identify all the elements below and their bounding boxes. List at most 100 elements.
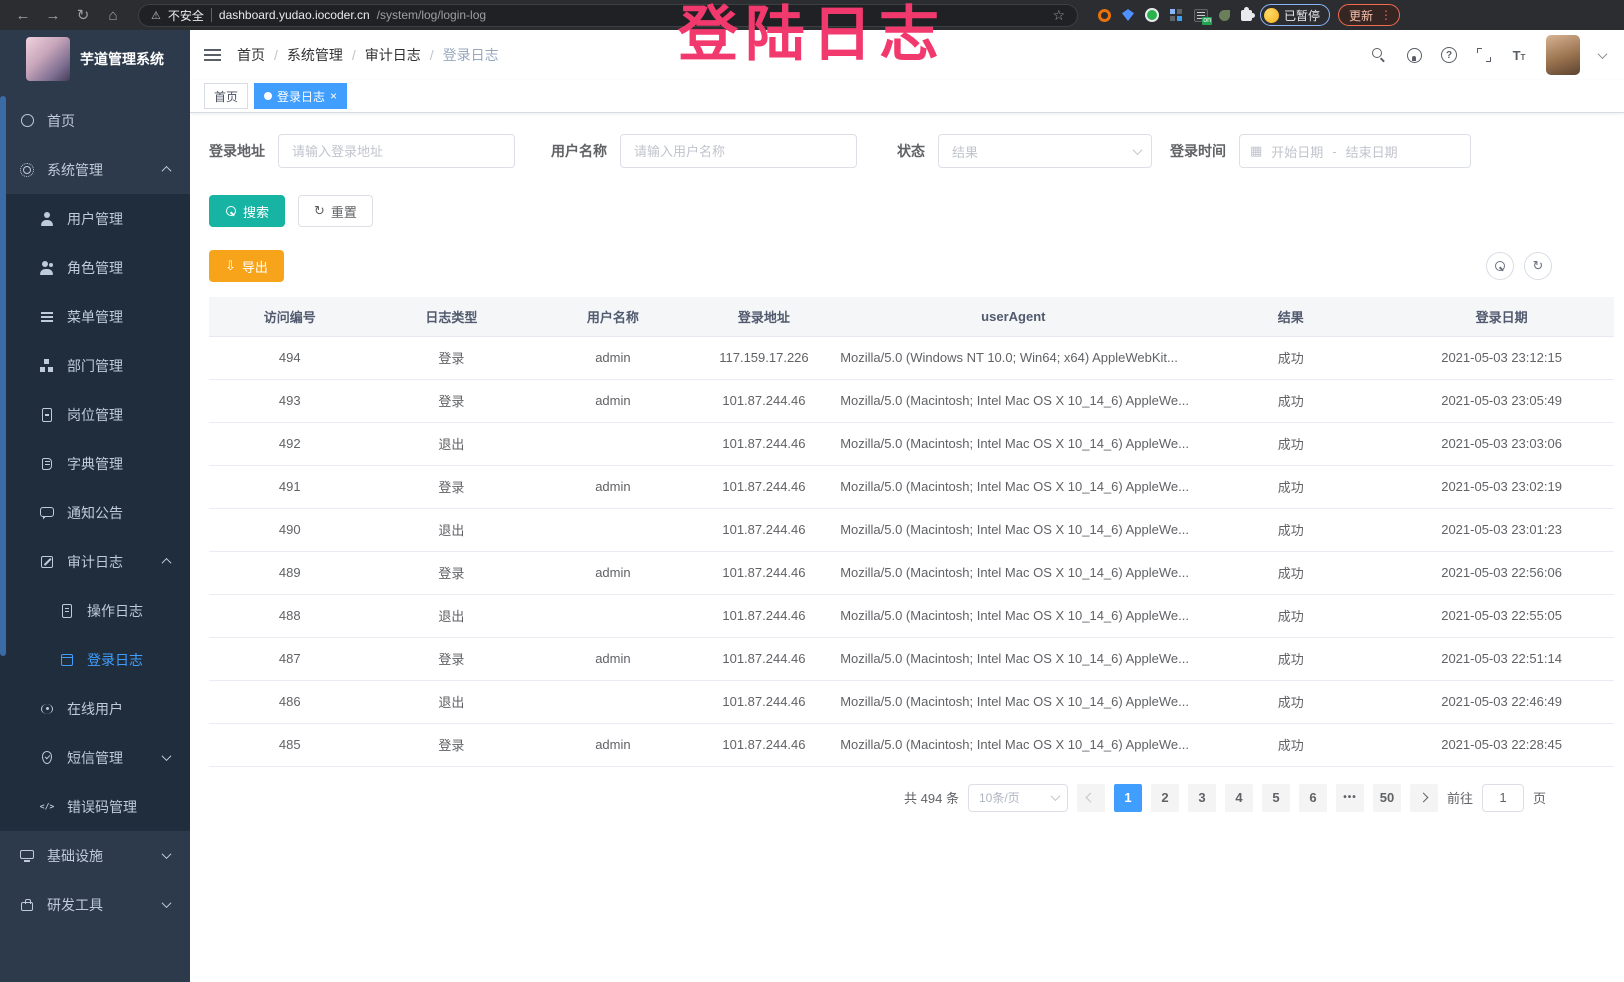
next-page-button[interactable] [1409,783,1438,812]
page-size-select[interactable]: 10条/页 [967,783,1068,812]
breadcrumb-audit-log[interactable]: 审计日志 [365,45,434,65]
breadcrumb-system[interactable]: 系统管理 [287,45,356,65]
status-select[interactable]: 结果 [938,134,1152,168]
page-button-2[interactable]: 2 [1150,783,1179,812]
extension-leaf-icon[interactable] [1219,9,1230,21]
cell-result: 成功 [1192,336,1390,380]
cell-result: 成功 [1192,465,1390,509]
sidebar-item-label: 岗位管理 [67,406,123,423]
page-button-3[interactable]: 3 [1187,783,1216,812]
url-path: /system/log/login-log [376,8,487,22]
page-button-1[interactable]: 1 [1113,783,1142,812]
tags-view-bar: 首页 登录日志 [190,80,1624,113]
sidebar-item-roles[interactable]: 角色管理 [0,243,190,292]
sidebar-item-error-codes[interactable]: 错误码管理 [0,782,190,831]
page-button-5[interactable]: 5 [1261,783,1290,812]
login-time-label: 登录时间 [1170,143,1226,159]
sidebar-item-users[interactable]: 用户管理 [0,194,190,243]
sidebar-item-login-log[interactable]: 登录日志 [0,635,190,684]
font-size-icon[interactable] [1511,47,1527,63]
date-separator: - [1332,143,1337,159]
export-button[interactable]: 导出 [209,250,284,282]
not-secure-label[interactable]: 不安全 [167,8,204,23]
tag-login-log[interactable]: 登录日志 [254,83,348,109]
sidebar-item-audit-log[interactable]: 审计日志 [0,537,190,586]
browser-back-icon[interactable] [12,7,34,24]
app-logo-row[interactable]: 芋道管理系统 [0,30,190,88]
header-user-agent: userAgent [834,297,1193,337]
extension-list-on-icon[interactable] [1194,8,1212,25]
table-row: 492 退出 101.87.244.46 Mozilla/5.0 (Macintosh… [209,422,1614,466]
extension-green-icon[interactable] [1145,8,1159,22]
browser-menu-dots-icon[interactable] [1380,8,1392,22]
sidebar-item-system[interactable]: 系统管理 [0,145,190,194]
more-pages-button[interactable]: ••• [1335,783,1364,812]
app-logo [26,37,70,81]
search-icon[interactable] [1371,47,1387,63]
sidebar-item-home[interactable]: 首页 [0,96,190,145]
profile-emoji-avatar [1264,7,1279,23]
extension-gem-icon[interactable] [1122,9,1134,21]
username-input[interactable] [620,134,857,168]
page-button-4[interactable]: 4 [1224,783,1253,812]
user-icon [39,211,55,227]
cell-username: admin [532,551,694,595]
breadcrumb-home[interactable]: 首页 [237,45,278,65]
browser-reload-icon[interactable] [72,6,94,24]
login-address-input[interactable] [278,134,515,168]
close-icon[interactable] [330,89,337,103]
page-button-6[interactable]: 6 [1298,783,1327,812]
cell-login-date: 2021-05-03 22:51:14 [1389,637,1614,681]
announcement-icon [39,505,55,521]
online-signal-icon [39,701,55,717]
browser-forward-icon[interactable] [42,7,64,24]
profile-paused-chip[interactable]: 已暂停 [1260,4,1331,26]
sidebar-item-menus[interactable]: 菜单管理 [0,292,190,341]
sidebar-item-online-users[interactable]: 在线用户 [0,684,190,733]
sidebar-item-departments[interactable]: 部门管理 [0,341,190,390]
sidebar-item-sms[interactable]: 短信管理 [0,733,190,782]
sidebar-item-dev-tools[interactable]: 研发工具 [0,880,190,929]
chevron-up-icon [161,165,172,176]
address-divider [210,8,212,22]
header-id: 访问编号 [209,297,371,337]
bookmark-star-icon[interactable] [1052,7,1065,24]
fullscreen-icon[interactable] [1476,47,1492,63]
sidebar-item-infrastructure[interactable]: 基础设施 [0,831,190,880]
address-bar[interactable]: 不安全 dashboard.yudao.iocoder.cn /system/l… [138,3,1078,27]
pagination: 共 494 条 10条/页 1 2 3 4 5 6 ••• 50 前往 页 [209,783,1614,812]
page-button-50[interactable]: 50 [1372,783,1401,812]
login-time-range-picker[interactable]: 开始日期 - 结束日期 [1239,134,1471,168]
goto-page-input[interactable] [1481,783,1524,812]
extensions-puzzle-icon[interactable] [1241,6,1255,21]
cell-log-type: 登录 [370,723,533,767]
cell-user-agent: Mozilla/5.0 (Macintosh; Intel Mac OS X 1… [834,379,1193,423]
reset-button[interactable]: 重置 [298,195,373,227]
sidebar-item-dict[interactable]: 字典管理 [0,439,190,488]
hamburger-icon[interactable] [204,48,221,62]
sidebar-item-operation-log[interactable]: 操作日志 [0,586,190,635]
sidebar-item-notice[interactable]: 通知公告 [0,488,190,537]
cell-login-date: 2021-05-03 23:12:15 [1389,336,1614,380]
github-icon[interactable] [1406,47,1422,63]
toggle-search-button[interactable] [1486,252,1514,280]
cell-id: 490 [209,508,371,552]
cell-login-date: 2021-05-03 22:56:06 [1389,551,1614,595]
user-avatar[interactable] [1546,35,1580,75]
browser-update-button[interactable]: 更新 [1338,4,1401,26]
tag-home[interactable]: 首页 [204,83,249,109]
sidebar-item-posts[interactable]: 岗位管理 [0,390,190,439]
cell-username [532,594,694,638]
help-icon[interactable] [1441,47,1457,63]
extension-orange-icon[interactable] [1098,8,1111,22]
refresh-table-button[interactable] [1524,252,1552,280]
gear-icon [19,162,35,178]
document-icon [59,603,75,619]
sidebar-scrollbar[interactable] [0,96,6,656]
avatar-caret-down-icon[interactable] [1597,48,1608,59]
extension-grid-icon[interactable] [1170,8,1183,22]
search-button[interactable]: 搜索 [209,195,286,227]
browser-home-icon[interactable] [102,7,124,24]
cell-result: 成功 [1192,379,1390,423]
prev-page-button[interactable] [1076,783,1105,812]
